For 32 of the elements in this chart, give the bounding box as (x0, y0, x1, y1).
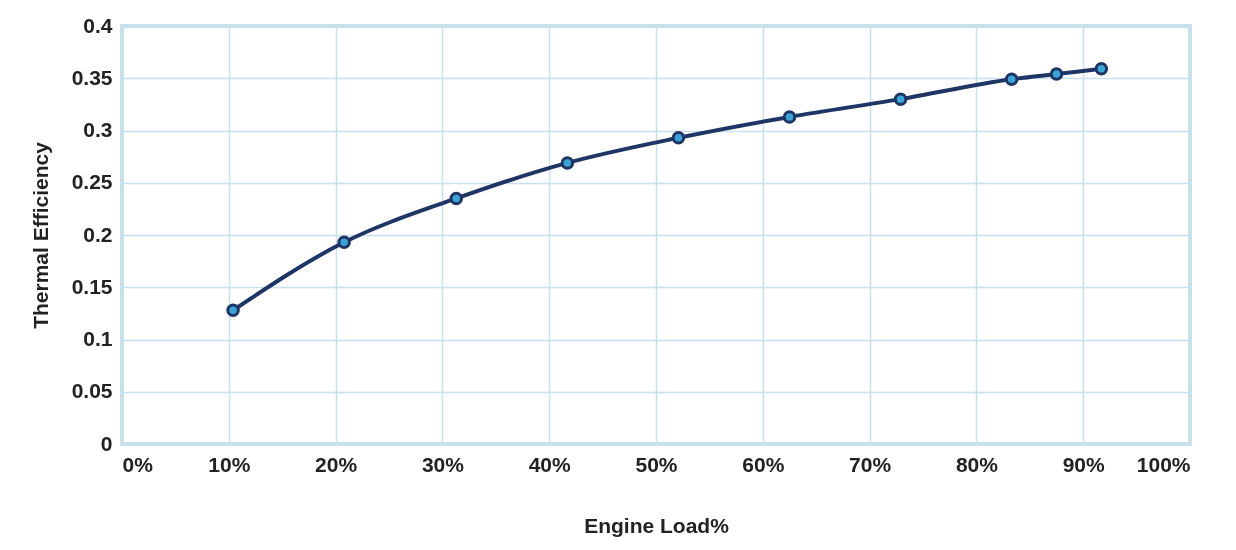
point (449, 191, 464, 206)
x-tick-label: 90% (1062, 452, 1106, 476)
x-axis-title: Engine Load% (584, 513, 730, 537)
x-tick-label: 30% (421, 452, 465, 476)
x-tick-label: 10% (208, 452, 251, 476)
point (893, 92, 908, 106)
y-tick-label: 0 (100, 431, 113, 455)
x-tick-label: 70% (849, 452, 892, 476)
point (337, 235, 351, 250)
x-tick-label: 0% (122, 452, 154, 476)
point (560, 156, 575, 170)
point (1004, 72, 1019, 87)
x-tick-label: 50% (635, 452, 678, 476)
y-tick-label: 0.1 (83, 327, 113, 350)
y-tick-label: 0.05 (71, 379, 113, 403)
x-tick-label: 100% (1136, 452, 1191, 476)
x-tick-label: 40% (528, 452, 572, 476)
point (782, 110, 797, 124)
y-tick-label: 0.35 (71, 65, 113, 89)
point (671, 131, 686, 145)
y-tick-label: 0.25 (71, 170, 113, 194)
y-tick-label: 0.4 (83, 13, 113, 37)
y-tick-label: 0.3 (83, 118, 113, 141)
point (1094, 62, 1109, 76)
y-tick-label: 0.2 (83, 222, 113, 246)
x-tick-label: 20% (315, 452, 358, 476)
x-tick-label: 80% (955, 452, 999, 476)
point (226, 303, 240, 317)
x-tick-label: 60% (742, 452, 785, 476)
point (1049, 67, 1064, 81)
y-axis-title: Thermal Efficiency (28, 141, 52, 329)
y-tick-label: 0.15 (71, 274, 113, 298)
